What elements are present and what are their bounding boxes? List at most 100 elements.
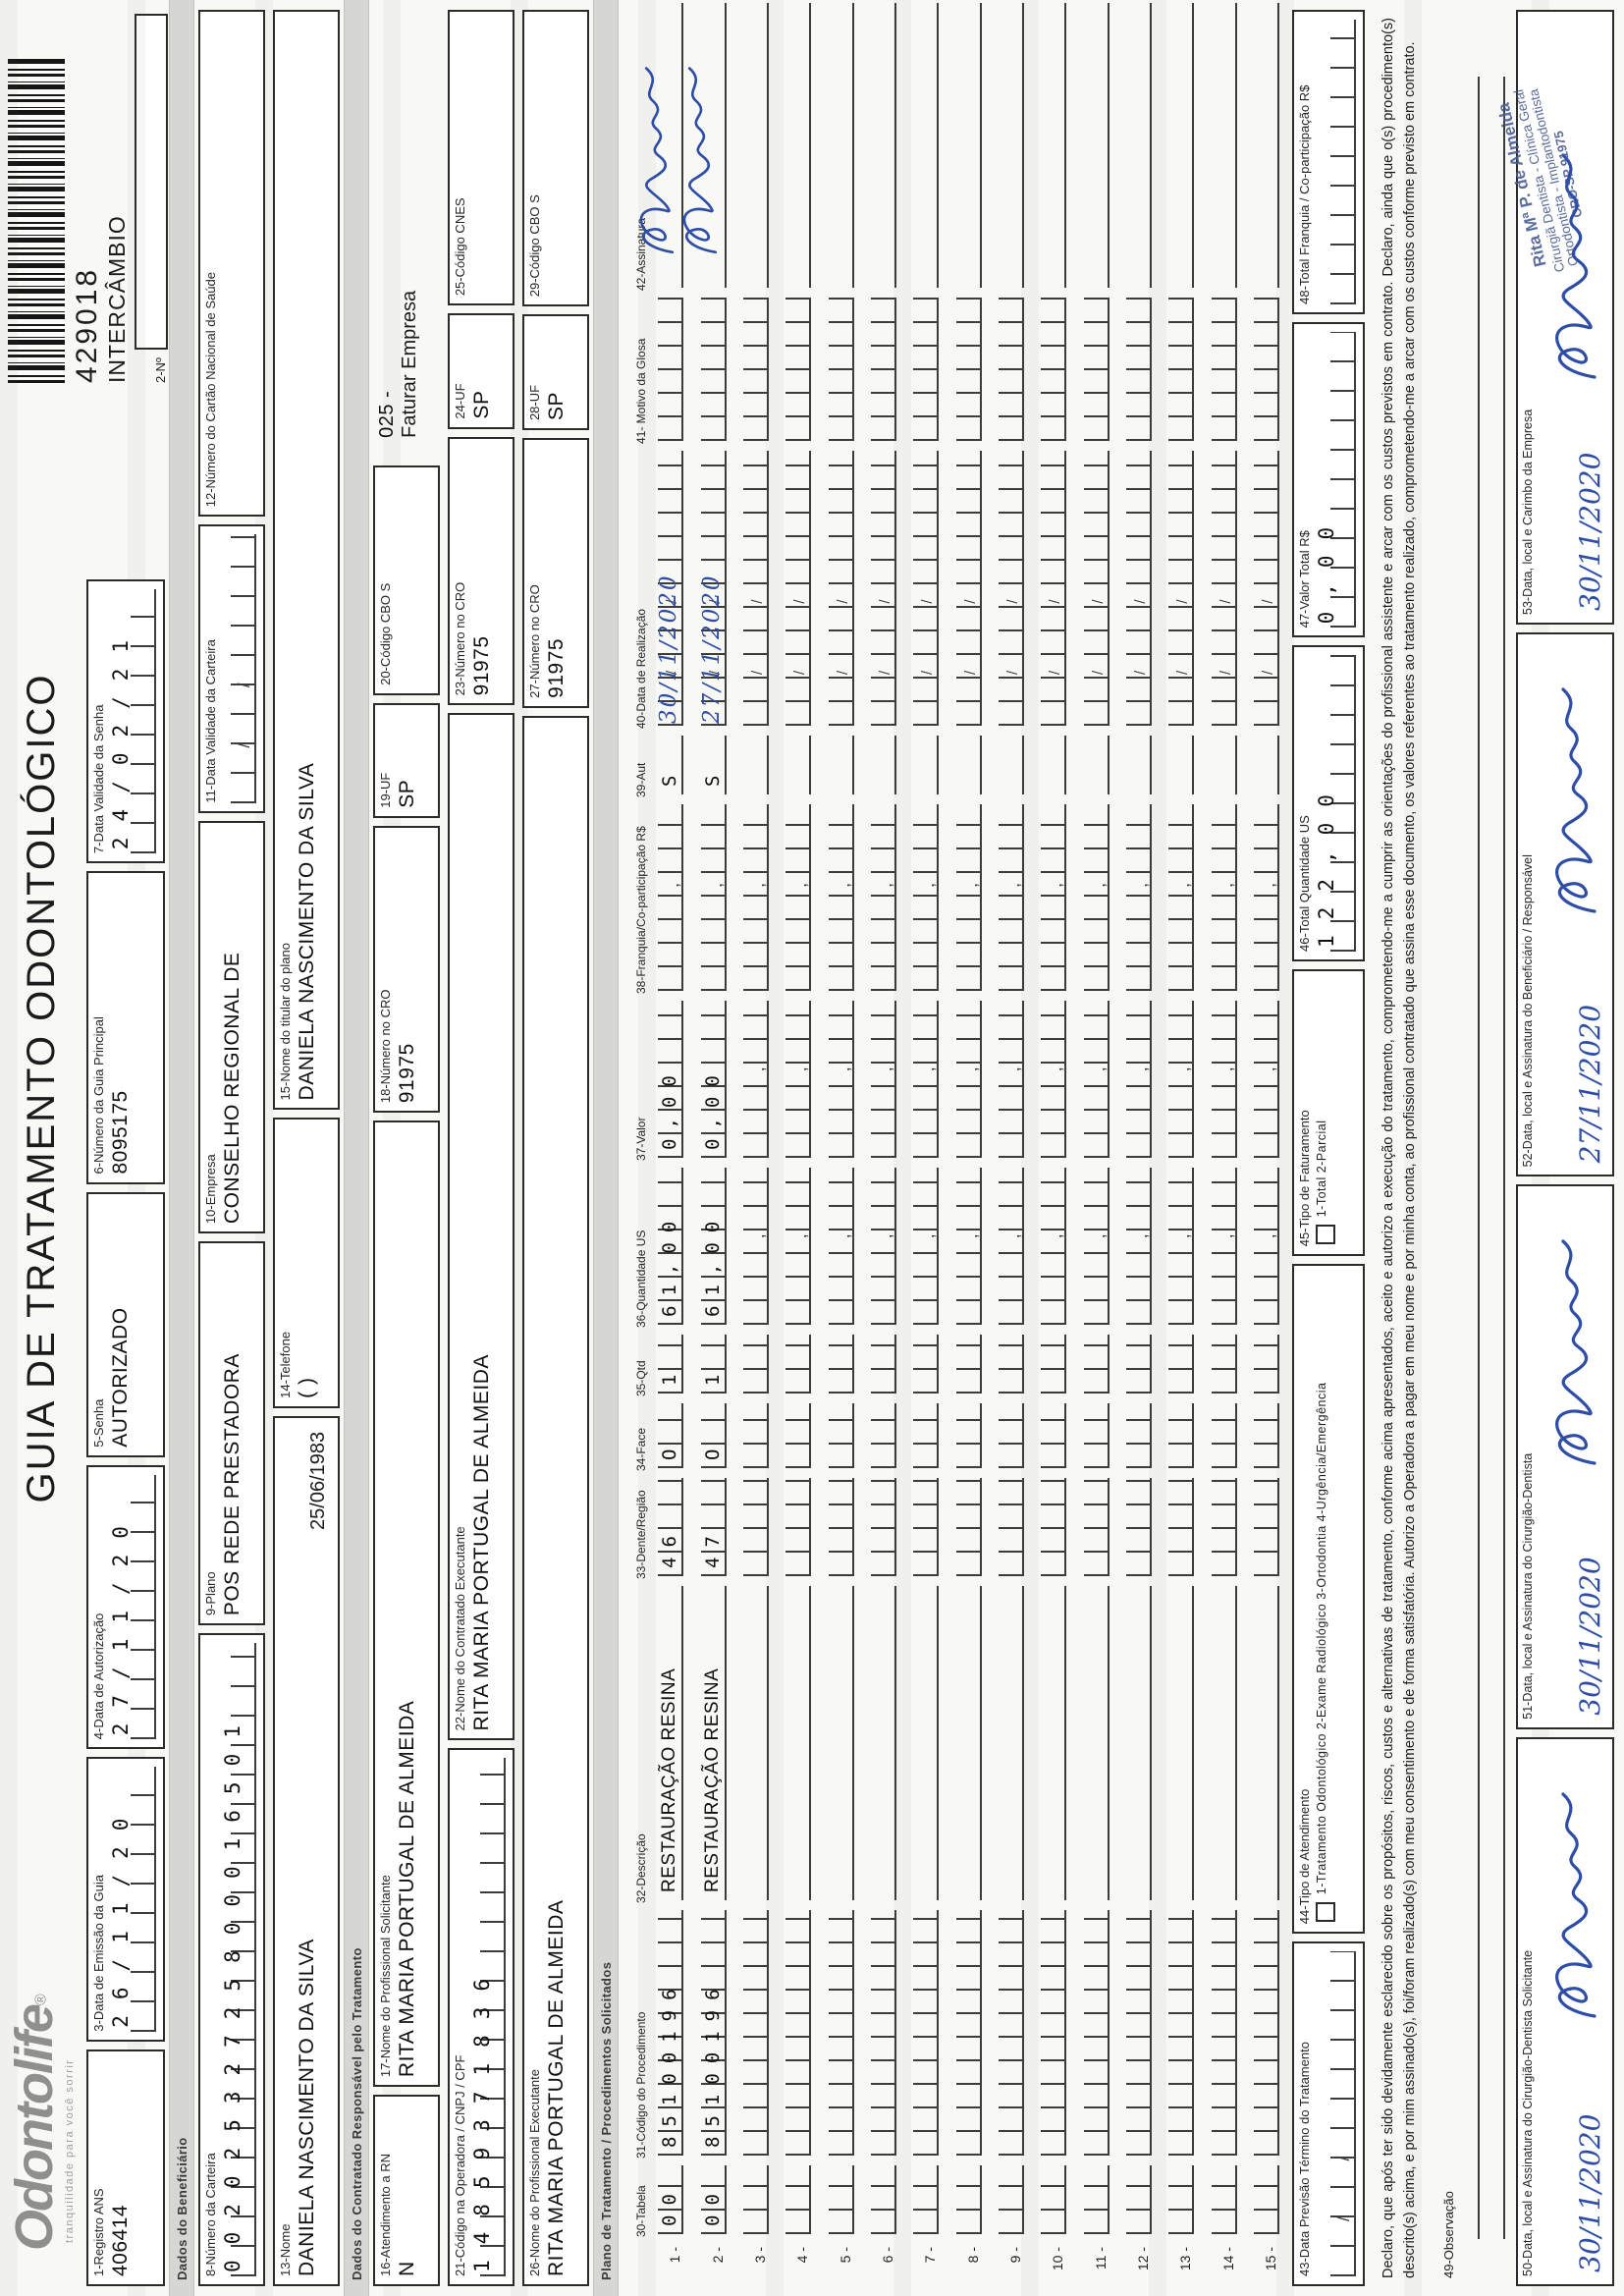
cell-tabela: [955, 2165, 982, 2234]
cell-assinatura: [828, 3, 854, 288]
cell-codigo: [1253, 1910, 1279, 2156]
field-26-nome-do-profissional-executante: 26-Nome do Profissional Executante RITA M…: [522, 715, 589, 2286]
cell-valor: [913, 1001, 940, 1158]
cell-motivo-glosa: [870, 298, 896, 441]
cell-assinatura: [913, 3, 940, 288]
observacao-line: [1456, 77, 1480, 2239]
cell-motivo-glosa: [1041, 298, 1067, 441]
col-header-39: 39-Aut: [634, 762, 648, 797]
cell-aut: S: [658, 736, 684, 794]
cell-data-realizacao: [1083, 451, 1110, 726]
row-number: 11 -: [1092, 2247, 1109, 2270]
cell-assinatura: [701, 3, 727, 288]
cell-face: [913, 1403, 940, 1468]
row-number: 15 -: [1262, 2247, 1278, 2271]
field-14-telefone: 14-Telefone( ): [273, 1118, 340, 1408]
cell-descricao: [742, 1586, 769, 1900]
field-11-data-validade-da-carteira: 11-Data Validade da Carteira: [198, 524, 265, 813]
cell-franquia: [1168, 804, 1195, 991]
field-21-codigo-na-operadora-cnpj-cpf: 21-Código na Operadora / CNPJ / CPF 14859…: [448, 1748, 514, 2286]
cell-data-realizacao: [1211, 451, 1237, 726]
cell-quantidade-us: [1041, 1168, 1067, 1325]
cell-assinatura: [785, 3, 812, 288]
cell-value: 61,00: [701, 1211, 724, 1317]
row-number: 7 -: [922, 2247, 939, 2264]
cell-face: [870, 1403, 896, 1468]
cell-assinatura: [1083, 3, 1110, 288]
cell-valor: [1125, 1001, 1152, 1158]
cell-franquia: [700, 804, 727, 991]
cell-aut: [1211, 736, 1237, 794]
checkbox-icon: [1316, 1902, 1335, 1923]
cell-face: O: [658, 1403, 684, 1468]
field-20-codigo-cbo-s: 20-Código CBO S: [373, 465, 440, 695]
cell-franquia: [828, 804, 854, 991]
cell-valor: [1253, 1001, 1279, 1158]
barcode-icon: [8, 59, 65, 383]
cell-face: [785, 1403, 812, 1468]
cell-quantidade-us: [828, 1168, 854, 1325]
col-header-40: 40-Data de Realização: [634, 608, 648, 729]
cell-dente: [828, 1478, 854, 1576]
cell-value: RESTAURAÇÃO RESINA: [659, 1667, 680, 1892]
table-row: 6 -: [863, 0, 905, 2296]
registered-mark-icon: ®: [32, 1994, 50, 2006]
cell-assinatura: [1041, 3, 1067, 288]
cell-tabela: 00: [700, 2165, 727, 2234]
odontolife-logo: Odontolife® tranquilidade para você sorr…: [5, 1785, 76, 2296]
cell-aut: [1125, 736, 1152, 794]
cell-codigo: [742, 1910, 769, 2156]
cell-quantidade-us: 61,00: [658, 1168, 684, 1325]
table-row: 2 - 00 85100196 RESTAURAÇÃO RESINA 47 O 1 61,00…: [692, 0, 734, 2296]
field-27-numero-no-cro: 27-Número no CRO 91975: [522, 438, 589, 708]
cell-quantidade-us: [785, 1168, 812, 1325]
cell-dente: [1211, 1478, 1237, 1576]
row-number: 9 -: [1006, 2247, 1023, 2264]
cell-aut: [1041, 736, 1067, 794]
table-row: 11 -: [1075, 0, 1117, 2296]
cell-data-realizacao: [870, 451, 896, 726]
cell-qtd: [1253, 1335, 1279, 1394]
cell-qtd: [1041, 1335, 1067, 1394]
cell-data-realizacao: [1125, 451, 1152, 726]
cell-franquia: [785, 804, 812, 991]
cell-franquia: [1125, 804, 1152, 991]
table-row: 1 - 00 85100196 RESTAURAÇÃO RESINA 46 O 1 61,00…: [650, 0, 692, 2296]
cell-valor: [870, 1001, 896, 1158]
cell-value: 85100196: [701, 1979, 724, 2148]
field-48-total-franquia-co-participacao-r: 48-Total Franquia / Co-participação R$: [1292, 10, 1365, 314]
cell-descricao: [1125, 1586, 1152, 1900]
cell-valor: [1041, 1001, 1067, 1158]
cell-quantidade-us: [1168, 1168, 1195, 1325]
cell-qtd: 1: [700, 1335, 727, 1394]
cell-valor: [1168, 1001, 1195, 1158]
col-header-33: 33-Dente/Região: [634, 1490, 648, 1579]
cell-quantidade-us: [1253, 1168, 1279, 1325]
cell-tabela: [1211, 2165, 1237, 2234]
cell-codigo: [955, 1910, 982, 2156]
cell-qtd: [1168, 1335, 1195, 1394]
cell-motivo-glosa: [1253, 298, 1279, 441]
col-header-41: 41- Motivo da Glosa: [634, 338, 648, 444]
field-13-nome: 13-Nome DANIELA NASCIMENTO DA SILVA 25/06/…: [273, 1415, 340, 2286]
row-number: 6 -: [879, 2247, 895, 2264]
table-row: 9 -: [991, 0, 1033, 2296]
field-47-valor-total-r: 47-Valor Total R$ 0,00: [1292, 321, 1365, 638]
guide-code-block: 429018 INTERCÂMBIO 2-Nº: [0, 0, 169, 391]
cell-tabela: [913, 2165, 940, 2234]
handwritten-date: 30/11/2020: [1574, 2113, 1606, 2272]
cell-quantidade-us: [955, 1168, 982, 1325]
section-band: Dados do Contratado Responsável pelo Tra…: [344, 0, 369, 2296]
cell-value: 61,00: [659, 1211, 681, 1317]
cell-dente: [1041, 1478, 1067, 1576]
field-46-total-quantidade-us: 46-Total Quantidade US 122,00: [1292, 645, 1365, 961]
cell-descricao: RESTAURAÇÃO RESINA: [700, 1586, 727, 1900]
cell-codigo: 85100196: [700, 1910, 727, 2156]
cell-aut: [785, 736, 812, 794]
row-number: 12 -: [1134, 2247, 1151, 2271]
cell-valor: [742, 1001, 769, 1158]
cell-valor: [785, 1001, 812, 1158]
row-executante: 26-Nome do Profissional Executante RITA M…: [518, 0, 593, 2296]
cell-aut: [828, 736, 854, 794]
cell-codigo: [913, 1910, 940, 2156]
